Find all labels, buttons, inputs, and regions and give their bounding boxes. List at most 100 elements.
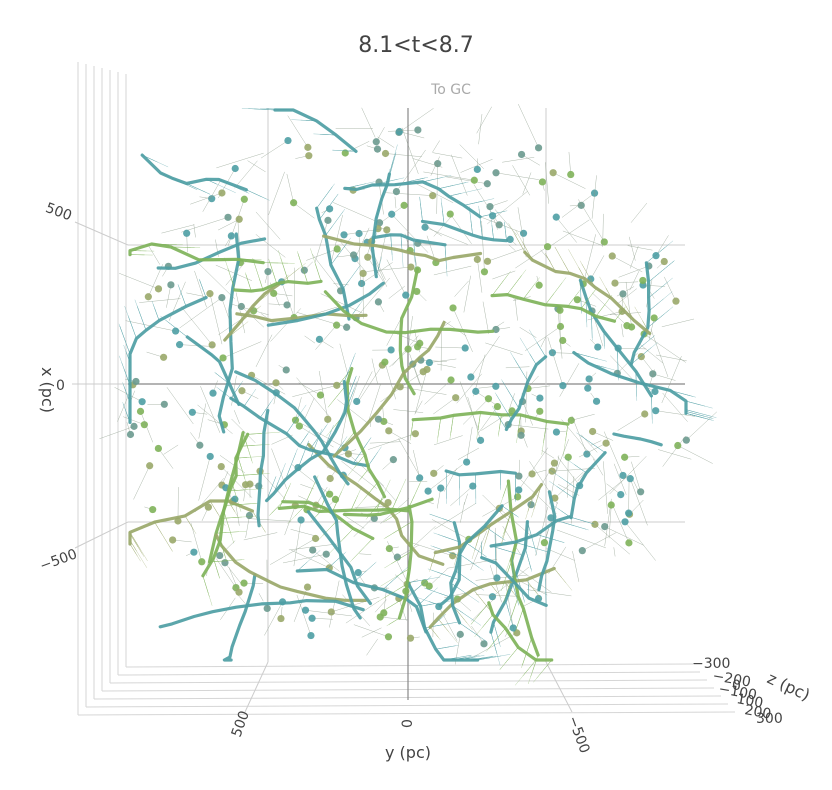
data-point — [649, 370, 657, 378]
projection-line — [662, 392, 688, 422]
track-hatch — [519, 337, 537, 365]
track-hatch — [502, 381, 520, 409]
projection-line — [590, 440, 602, 446]
data-point — [154, 285, 163, 293]
projection-line — [604, 526, 644, 546]
data-point — [660, 257, 668, 266]
data-point — [419, 368, 427, 376]
data-point — [623, 322, 631, 330]
projection-line — [281, 281, 296, 320]
projection-line — [123, 416, 145, 425]
projection-line — [470, 335, 500, 378]
projection-line — [114, 387, 143, 402]
x-tick-label: 500 — [43, 200, 74, 224]
projection-line — [180, 306, 213, 346]
projection-line — [630, 202, 648, 223]
data-point — [227, 232, 235, 240]
projection-line — [631, 461, 641, 492]
projection-line — [451, 154, 468, 196]
data-point — [589, 427, 597, 436]
data-point — [469, 482, 477, 490]
projection-line — [371, 358, 379, 385]
projection-line — [358, 574, 366, 585]
track-hatch — [497, 414, 502, 437]
z-tick-label: 200 — [743, 702, 772, 722]
track-hatch — [228, 500, 240, 519]
track-hatch — [545, 571, 547, 606]
projection-line — [621, 323, 624, 338]
data-point — [425, 582, 433, 590]
data-point — [492, 169, 500, 177]
track-hatch — [243, 396, 251, 407]
data-point — [219, 354, 227, 362]
projection-line — [139, 298, 181, 303]
track-hatch — [505, 572, 515, 595]
track-hatch — [556, 485, 575, 499]
projection-line — [366, 242, 388, 287]
trajectory-track — [612, 432, 663, 447]
track-hatch — [496, 394, 512, 420]
projection-line — [494, 209, 518, 236]
data-point — [374, 415, 382, 423]
track-hatch — [580, 435, 606, 453]
data-point — [333, 245, 341, 253]
track-hatch — [554, 246, 570, 274]
projection-line — [475, 574, 528, 581]
projection-line — [394, 196, 397, 209]
floor-line — [85, 703, 729, 708]
data-point — [188, 408, 196, 416]
projection-line — [517, 207, 527, 258]
data-point — [385, 427, 393, 435]
projection-line — [231, 418, 256, 443]
floor-line — [77, 711, 736, 716]
projection-line — [255, 211, 281, 240]
data-point — [264, 268, 272, 276]
data-point — [619, 290, 627, 298]
data-point — [383, 226, 391, 234]
projection-line — [247, 518, 292, 522]
projection-line — [617, 413, 645, 431]
trajectory-track — [449, 504, 504, 625]
track-hatch — [504, 581, 516, 596]
data-point — [167, 281, 175, 289]
data-point — [380, 609, 388, 617]
projection-line — [550, 219, 590, 247]
data-point — [326, 474, 334, 483]
trajectory-track — [444, 469, 517, 477]
projection-line — [231, 587, 247, 606]
projection-line — [495, 172, 539, 180]
projection-line — [643, 284, 666, 287]
data-point — [600, 238, 608, 246]
trajectory-track — [506, 479, 540, 657]
projection-line — [612, 255, 643, 273]
data-point — [324, 415, 332, 423]
projection-line — [613, 463, 627, 495]
projection-line — [331, 596, 380, 613]
projection-line — [424, 227, 468, 245]
track-hatch — [319, 193, 339, 220]
track-hatch — [573, 463, 587, 474]
data-point — [536, 394, 544, 402]
data-point — [372, 138, 380, 146]
track-hatch — [514, 659, 537, 686]
track-hatch — [325, 208, 346, 236]
projection-line — [527, 385, 551, 389]
track-hatch — [353, 442, 368, 464]
projection-line — [467, 396, 481, 441]
track-hatch — [220, 515, 255, 519]
track-hatch — [410, 419, 414, 437]
data-point — [456, 630, 464, 638]
data-point — [536, 407, 544, 415]
projection-line — [354, 506, 389, 508]
data-point — [564, 453, 572, 461]
projection-line — [314, 220, 329, 263]
track-hatch — [269, 261, 277, 284]
projection-line — [343, 227, 390, 236]
projection-line — [286, 173, 294, 203]
projection-line — [296, 377, 330, 417]
projection-line — [540, 336, 547, 348]
data-point — [389, 456, 397, 464]
data-point — [242, 481, 250, 489]
projection-line — [394, 332, 420, 344]
data-point — [196, 441, 204, 449]
